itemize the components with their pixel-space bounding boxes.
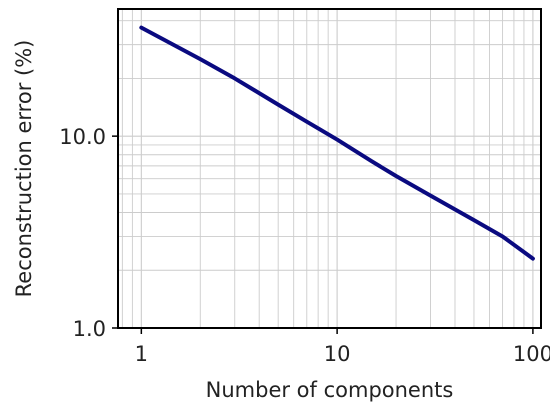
plot-frame (117, 8, 542, 329)
y-axis-title: Reconstruction error (%) (12, 40, 36, 298)
tick-labels: 1 10 100 1.0 10.0 (59, 125, 550, 366)
y-tick-label: 1.0 (73, 317, 106, 341)
ticks (112, 135, 534, 334)
grid (118, 9, 541, 329)
series-layer (139, 25, 535, 261)
x-tick-label: 1 (135, 342, 148, 366)
x-tick-label: 100 (513, 342, 550, 366)
y-tick-label: 10.0 (59, 125, 106, 149)
x-axis-title: Number of components (206, 378, 454, 402)
series-line (139, 25, 535, 261)
x-tick-label: 10 (324, 342, 351, 366)
